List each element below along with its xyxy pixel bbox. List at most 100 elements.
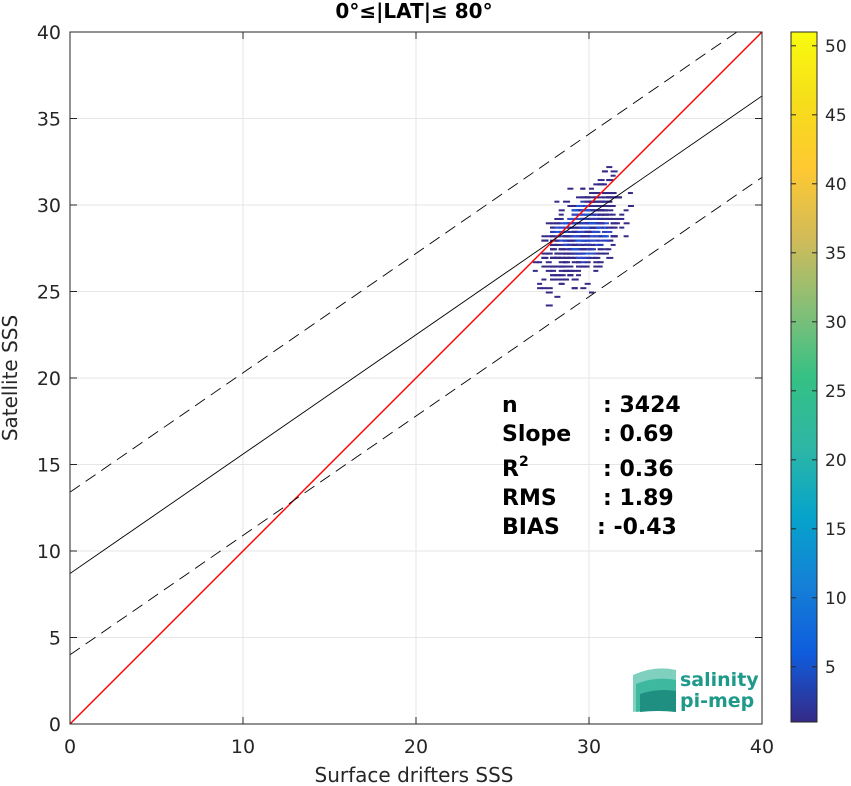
density-point [558,265,564,268]
density-point [567,205,575,207]
density-point [545,291,553,294]
density-point [571,209,579,212]
density-point [584,256,591,259]
density-point [610,235,617,238]
density-point [601,239,609,242]
stat-bias-key: BIAS [502,515,560,540]
density-point [571,287,578,290]
density-point [580,213,586,216]
density-point [554,230,560,233]
density-point [571,256,579,259]
density-point [610,174,616,177]
density-point [601,222,609,225]
density-point [601,205,609,207]
density-point [580,187,586,190]
density-point [589,243,595,246]
density-point [597,179,605,182]
density-point [610,243,616,246]
density-point [571,252,579,255]
stat-bias-value: : -0.43 [597,515,677,540]
stat-slope-key: Slope [502,422,571,447]
density-point [541,252,549,255]
density-point [554,295,561,298]
density-point [567,243,575,246]
density-point [610,213,616,216]
density-point [558,248,566,251]
identity-line [70,32,762,724]
density-point [606,205,613,207]
density-point [571,248,578,251]
density-point [606,217,614,220]
density-point [606,166,613,169]
density-point [580,205,587,207]
y-tick-label: 20 [37,368,61,390]
density-point [550,256,558,259]
density-point [550,269,557,272]
density-point [627,205,634,207]
density-point [550,248,556,251]
density-point [589,222,596,225]
density-point [589,252,596,255]
chart-title: 0°≤|LAT|≤ 80° [335,0,492,23]
density-point [601,170,607,173]
density-point [593,200,599,203]
density-point [571,213,578,216]
density-points [532,166,634,307]
density-point [584,282,591,285]
density-point [541,256,548,259]
density-point [576,226,583,229]
stat-slope-value: : 0.69 [603,422,674,447]
density-point [597,261,604,264]
density-point [580,230,586,233]
density-point [610,170,618,173]
density-point [601,200,609,203]
density-point [601,226,608,229]
density-point [601,192,609,195]
density-point [610,192,616,195]
density-point [576,261,582,264]
density-point [554,256,562,259]
density-point [563,239,570,242]
density-point [532,269,538,272]
density-point [563,248,571,251]
density-point [554,252,560,255]
x-tick-label: 30 [577,736,601,758]
density-point [545,304,553,307]
density-point [601,252,609,255]
density-point [571,230,577,233]
density-point [589,209,595,212]
regression-line [70,95,762,574]
density-point [576,256,584,259]
density-point [597,196,605,199]
density-point [545,235,553,238]
colorbar-tick-label: 25 [825,382,847,402]
density-point [580,222,586,225]
y-tick-label: 25 [37,282,61,304]
density-point [580,265,586,268]
density-point [601,196,609,199]
density-point [619,217,625,220]
density-point [576,243,582,246]
density-point [537,287,544,290]
stat-n-value: : 3424 [603,393,681,418]
density-point [589,196,595,199]
density-point [606,226,613,229]
density-point [584,252,590,255]
density-point [584,222,591,225]
stat-r2-base: R [502,457,519,482]
y-tick-label: 0 [49,714,61,736]
density-point [545,265,552,268]
density-point [571,261,578,264]
density-point [550,235,556,238]
density-point [558,213,564,216]
x-tick-label: 40 [750,736,774,758]
density-point [571,243,577,246]
density-point [558,256,565,259]
density-point [545,261,552,264]
density-point [550,265,557,268]
density-point [610,217,618,220]
density-point [558,209,565,212]
density-point [601,209,608,212]
density-point [623,222,630,225]
